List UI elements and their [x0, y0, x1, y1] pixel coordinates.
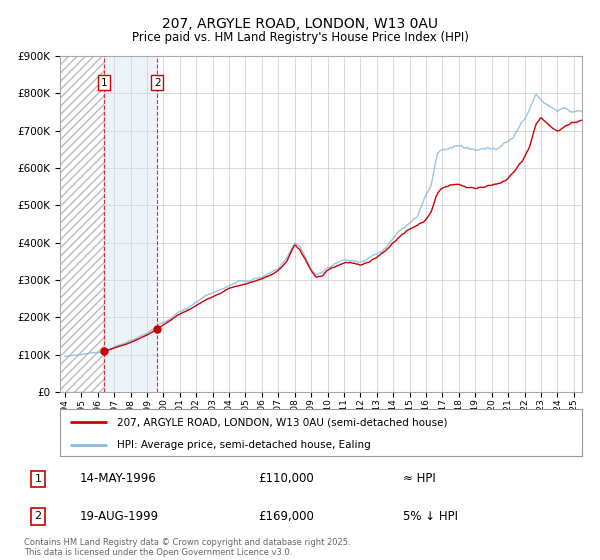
Text: £169,000: £169,000 [259, 510, 314, 523]
Text: Price paid vs. HM Land Registry's House Price Index (HPI): Price paid vs. HM Land Registry's House … [131, 31, 469, 44]
Text: HPI: Average price, semi-detached house, Ealing: HPI: Average price, semi-detached house,… [118, 440, 371, 450]
Bar [60, 56, 104, 392]
Text: 207, ARGYLE ROAD, LONDON, W13 0AU (semi-detached house): 207, ARGYLE ROAD, LONDON, W13 0AU (semi-… [118, 417, 448, 427]
Text: £110,000: £110,000 [259, 472, 314, 485]
Text: 2: 2 [154, 78, 161, 88]
Text: 1: 1 [101, 78, 107, 88]
Text: 207, ARGYLE ROAD, LONDON, W13 0AU: 207, ARGYLE ROAD, LONDON, W13 0AU [162, 17, 438, 31]
Text: ≈ HPI: ≈ HPI [403, 472, 436, 485]
Text: 19-AUG-1999: 19-AUG-1999 [80, 510, 159, 523]
Text: Contains HM Land Registry data © Crown copyright and database right 2025.
This d: Contains HM Land Registry data © Crown c… [24, 538, 350, 557]
Text: 5% ↓ HPI: 5% ↓ HPI [403, 510, 458, 523]
Text: 1: 1 [34, 474, 41, 484]
Text: 14-MAY-1996: 14-MAY-1996 [80, 472, 157, 485]
Bar [104, 56, 157, 392]
Text: 2: 2 [34, 511, 41, 521]
